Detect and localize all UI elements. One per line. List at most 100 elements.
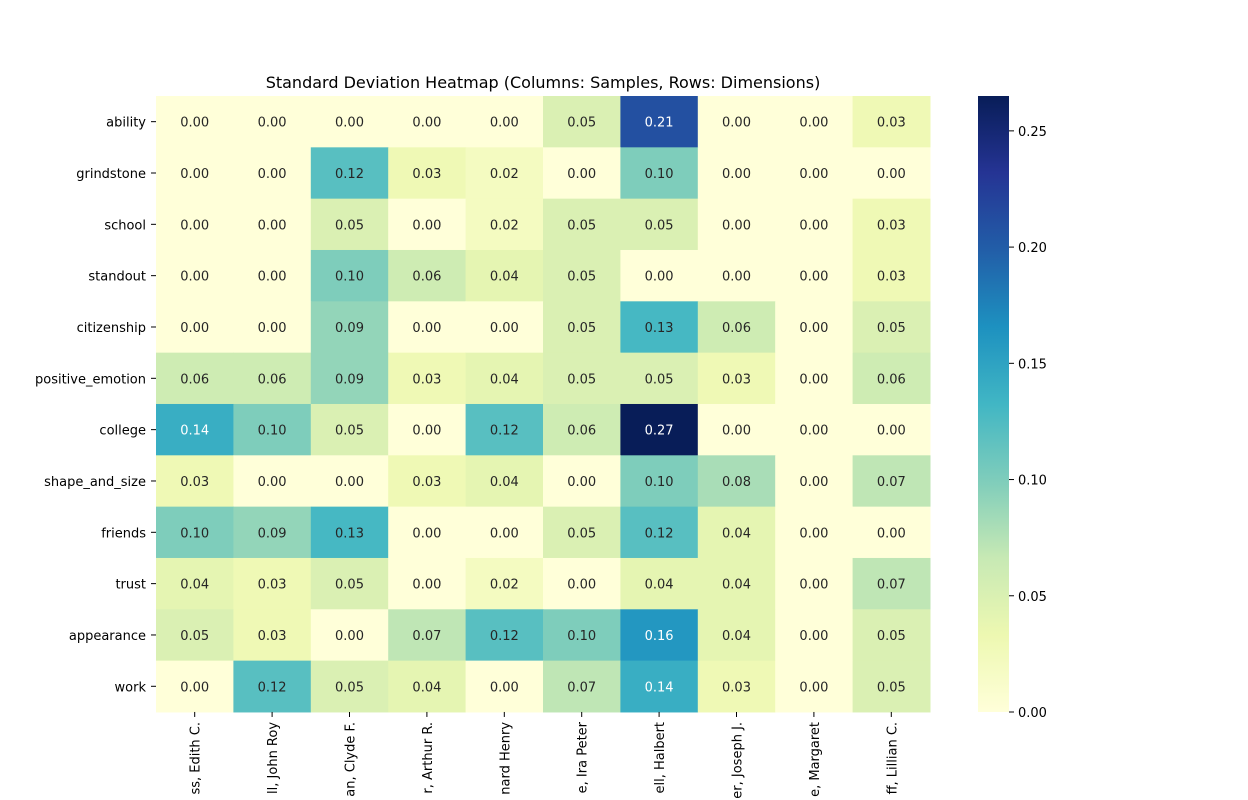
cell-value-label: 0.00 (258, 116, 287, 131)
row-label: positive_emotion (35, 372, 146, 387)
heatmap-cell (543, 455, 621, 508)
cell-value-label: 0.07 (877, 475, 906, 490)
heatmap-cell (543, 96, 621, 148)
heatmap-cell (233, 301, 312, 354)
heatmap-cell (852, 147, 931, 200)
cell-value-label: 0.00 (490, 116, 519, 131)
cell-value-label: 0.00 (567, 578, 596, 593)
chart-title: Standard Deviation Heatmap (Columns: Sam… (266, 73, 821, 92)
cell-value-label: 0.05 (645, 218, 674, 233)
heatmap-cell (156, 403, 234, 456)
heatmap-cell (775, 147, 854, 200)
cell-value-label: 0.00 (799, 424, 828, 439)
cell-value-label: 0.10 (180, 526, 209, 541)
cell-value-label: 0.04 (490, 475, 519, 490)
cell-value-label: 0.00 (412, 424, 441, 439)
cell-value-label: 0.05 (180, 629, 209, 644)
heatmap-cell (156, 96, 234, 148)
cell-value-label: 0.00 (877, 424, 906, 439)
heatmap-cell (852, 249, 931, 302)
cell-value-label: 0.00 (722, 167, 751, 182)
cell-value-label: 0.14 (645, 680, 674, 695)
column-label: ss, Edith C. (189, 722, 204, 795)
heatmap-cell (233, 147, 312, 200)
column-labels: ss, Edith C. ll, John Roy an, Clyde F. r, A… (189, 711, 900, 799)
row-label: work (115, 680, 147, 695)
heatmap-cell (156, 301, 234, 354)
cell-value-label: 0.10 (645, 475, 674, 490)
cell-value-label: 0.00 (799, 116, 828, 131)
cell-value-label: 0.00 (180, 321, 209, 336)
cell-value-label: 0.10 (567, 629, 596, 644)
cell-value-label: 0.05 (567, 218, 596, 233)
heatmap-cell (310, 455, 389, 508)
cell-value-label: 0.00 (799, 680, 828, 695)
heatmap-cell (310, 660, 389, 713)
cell-value-label: 0.02 (490, 167, 519, 182)
cell-value-label: 0.00 (567, 167, 596, 182)
heatmap-cell (156, 147, 234, 200)
cell-value-label: 0.06 (722, 321, 751, 336)
heatmap-cell (233, 609, 312, 662)
cell-value-label: 0.00 (335, 475, 364, 490)
heatmap-cell (388, 609, 467, 662)
cell-value-label: 0.27 (645, 424, 674, 439)
heatmap-cell (697, 96, 776, 148)
row-label: standout (88, 270, 146, 285)
column-label: nard Henry (498, 722, 513, 795)
cell-value-label: 0.10 (335, 270, 364, 285)
cell-value-label: 0.21 (645, 116, 674, 131)
heatmap-cell (310, 198, 389, 251)
heatmap-cell (233, 198, 312, 251)
cell-value-label: 0.00 (412, 218, 441, 233)
heatmap-cell (233, 660, 312, 713)
heatmap-cell (310, 609, 389, 662)
cell-value-label: 0.12 (335, 167, 364, 182)
cell-value-label: 0.05 (335, 424, 364, 439)
row-label: appearance (69, 629, 146, 644)
heatmap-cell (620, 403, 699, 456)
heatmap-cell (620, 301, 699, 354)
heatmap-cell (775, 557, 854, 610)
heatmap-cell (156, 506, 234, 559)
heatmap-cell (465, 352, 544, 405)
heatmap-cells: 0.00 0.00 0.00 0.00 0.00 0.05 0.21 0.00 0.00 0.03… (156, 96, 931, 713)
heatmap-cell (156, 455, 234, 508)
heatmap-cell (620, 147, 699, 200)
heatmap-cell (620, 609, 699, 662)
heatmap-cell (156, 352, 234, 405)
heatmap-cell (697, 352, 776, 405)
cell-value-label: 0.04 (722, 526, 751, 541)
heatmap-cell (775, 609, 854, 662)
cell-value-label: 0.04 (412, 680, 441, 695)
column-label: r, Arthur R. (421, 722, 436, 794)
cell-value-label: 0.00 (335, 629, 364, 644)
cell-value-label: 0.02 (490, 218, 519, 233)
heatmap-cell (156, 249, 234, 302)
heatmap-cell (233, 455, 312, 508)
row-label: ability (106, 116, 146, 131)
heatmap-cell (697, 403, 776, 456)
cell-value-label: 0.06 (567, 424, 596, 439)
cell-value-label: 0.02 (490, 578, 519, 593)
cell-value-label: 0.05 (877, 321, 906, 336)
cell-value-label: 0.12 (645, 526, 674, 541)
cell-value-label: 0.05 (567, 321, 596, 336)
heatmap-cell (233, 403, 312, 456)
cell-value-label: 0.03 (877, 218, 906, 233)
heatmap-cell (465, 147, 544, 200)
cell-value-label: 0.10 (645, 167, 674, 182)
cell-value-label: 0.12 (490, 629, 519, 644)
heatmap-cell (620, 198, 699, 251)
heatmap-cell (156, 609, 234, 662)
cell-value-label: 0.06 (877, 372, 906, 387)
cell-value-label: 0.00 (258, 167, 287, 182)
heatmap-cell (852, 403, 931, 456)
cell-value-label: 0.05 (877, 680, 906, 695)
heatmap-cell (543, 557, 621, 610)
cell-value-label: 0.00 (799, 270, 828, 285)
cell-value-label: 0.05 (335, 578, 364, 593)
heatmap-cell (775, 455, 854, 508)
cell-value-label: 0.04 (490, 270, 519, 285)
